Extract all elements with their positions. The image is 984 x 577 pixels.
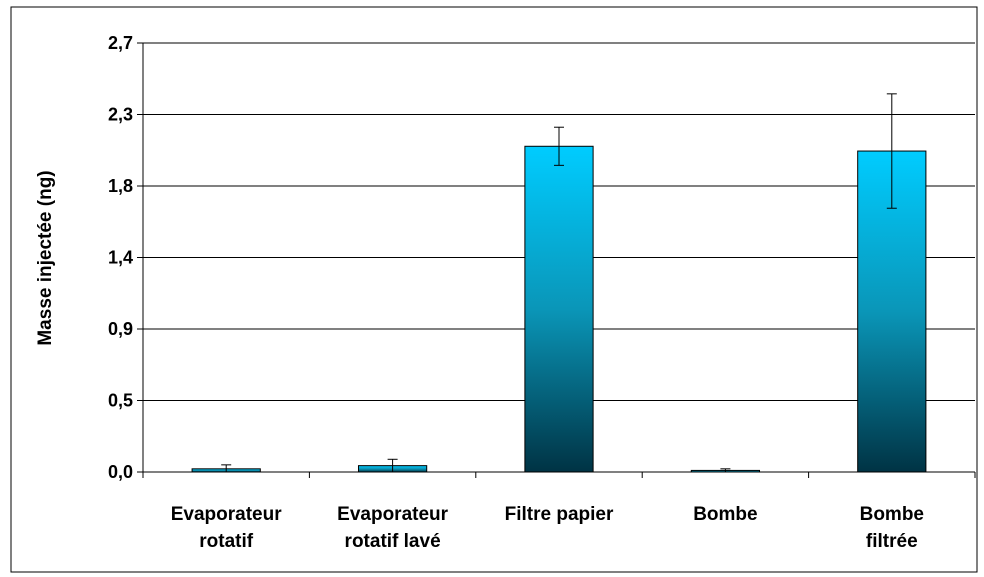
error-bar	[554, 126, 564, 166]
x-tick-labels: Evaporateur rotatif Evaporateur rotatif lav…	[171, 504, 924, 552]
x-tick-label: Bombe	[860, 504, 924, 525]
x-tick-label: Bombe	[693, 504, 757, 525]
x-tick-label: rotatif	[199, 531, 254, 552]
y-tick-label: 2,3	[108, 105, 133, 125]
error-bar	[886, 93, 897, 209]
x-tick-label: Evaporateur	[171, 504, 282, 525]
y-tick-label: 1,4	[108, 248, 133, 268]
x-tick-label: Filtre papier	[505, 504, 614, 525]
y-tick-label: 0,5	[108, 391, 133, 411]
y-axis-title: Masse injectée (ng)	[35, 170, 56, 345]
x-tick-label: rotatif lavé	[345, 531, 441, 552]
bar	[524, 145, 594, 473]
y-tick-labels: 0,0 0,5 0,9 1,4 1,8 2,3 2,7	[108, 33, 143, 482]
x-tick-label: filtrée	[866, 531, 918, 552]
y-tick-label: 0,9	[108, 319, 133, 339]
chart-frame	[10, 6, 978, 573]
y-tick-label: 1,8	[108, 176, 133, 196]
y-tick-label: 2,7	[108, 33, 133, 53]
y-tick-label: 0,0	[108, 462, 133, 482]
x-tick-label: Evaporateur	[337, 504, 448, 525]
